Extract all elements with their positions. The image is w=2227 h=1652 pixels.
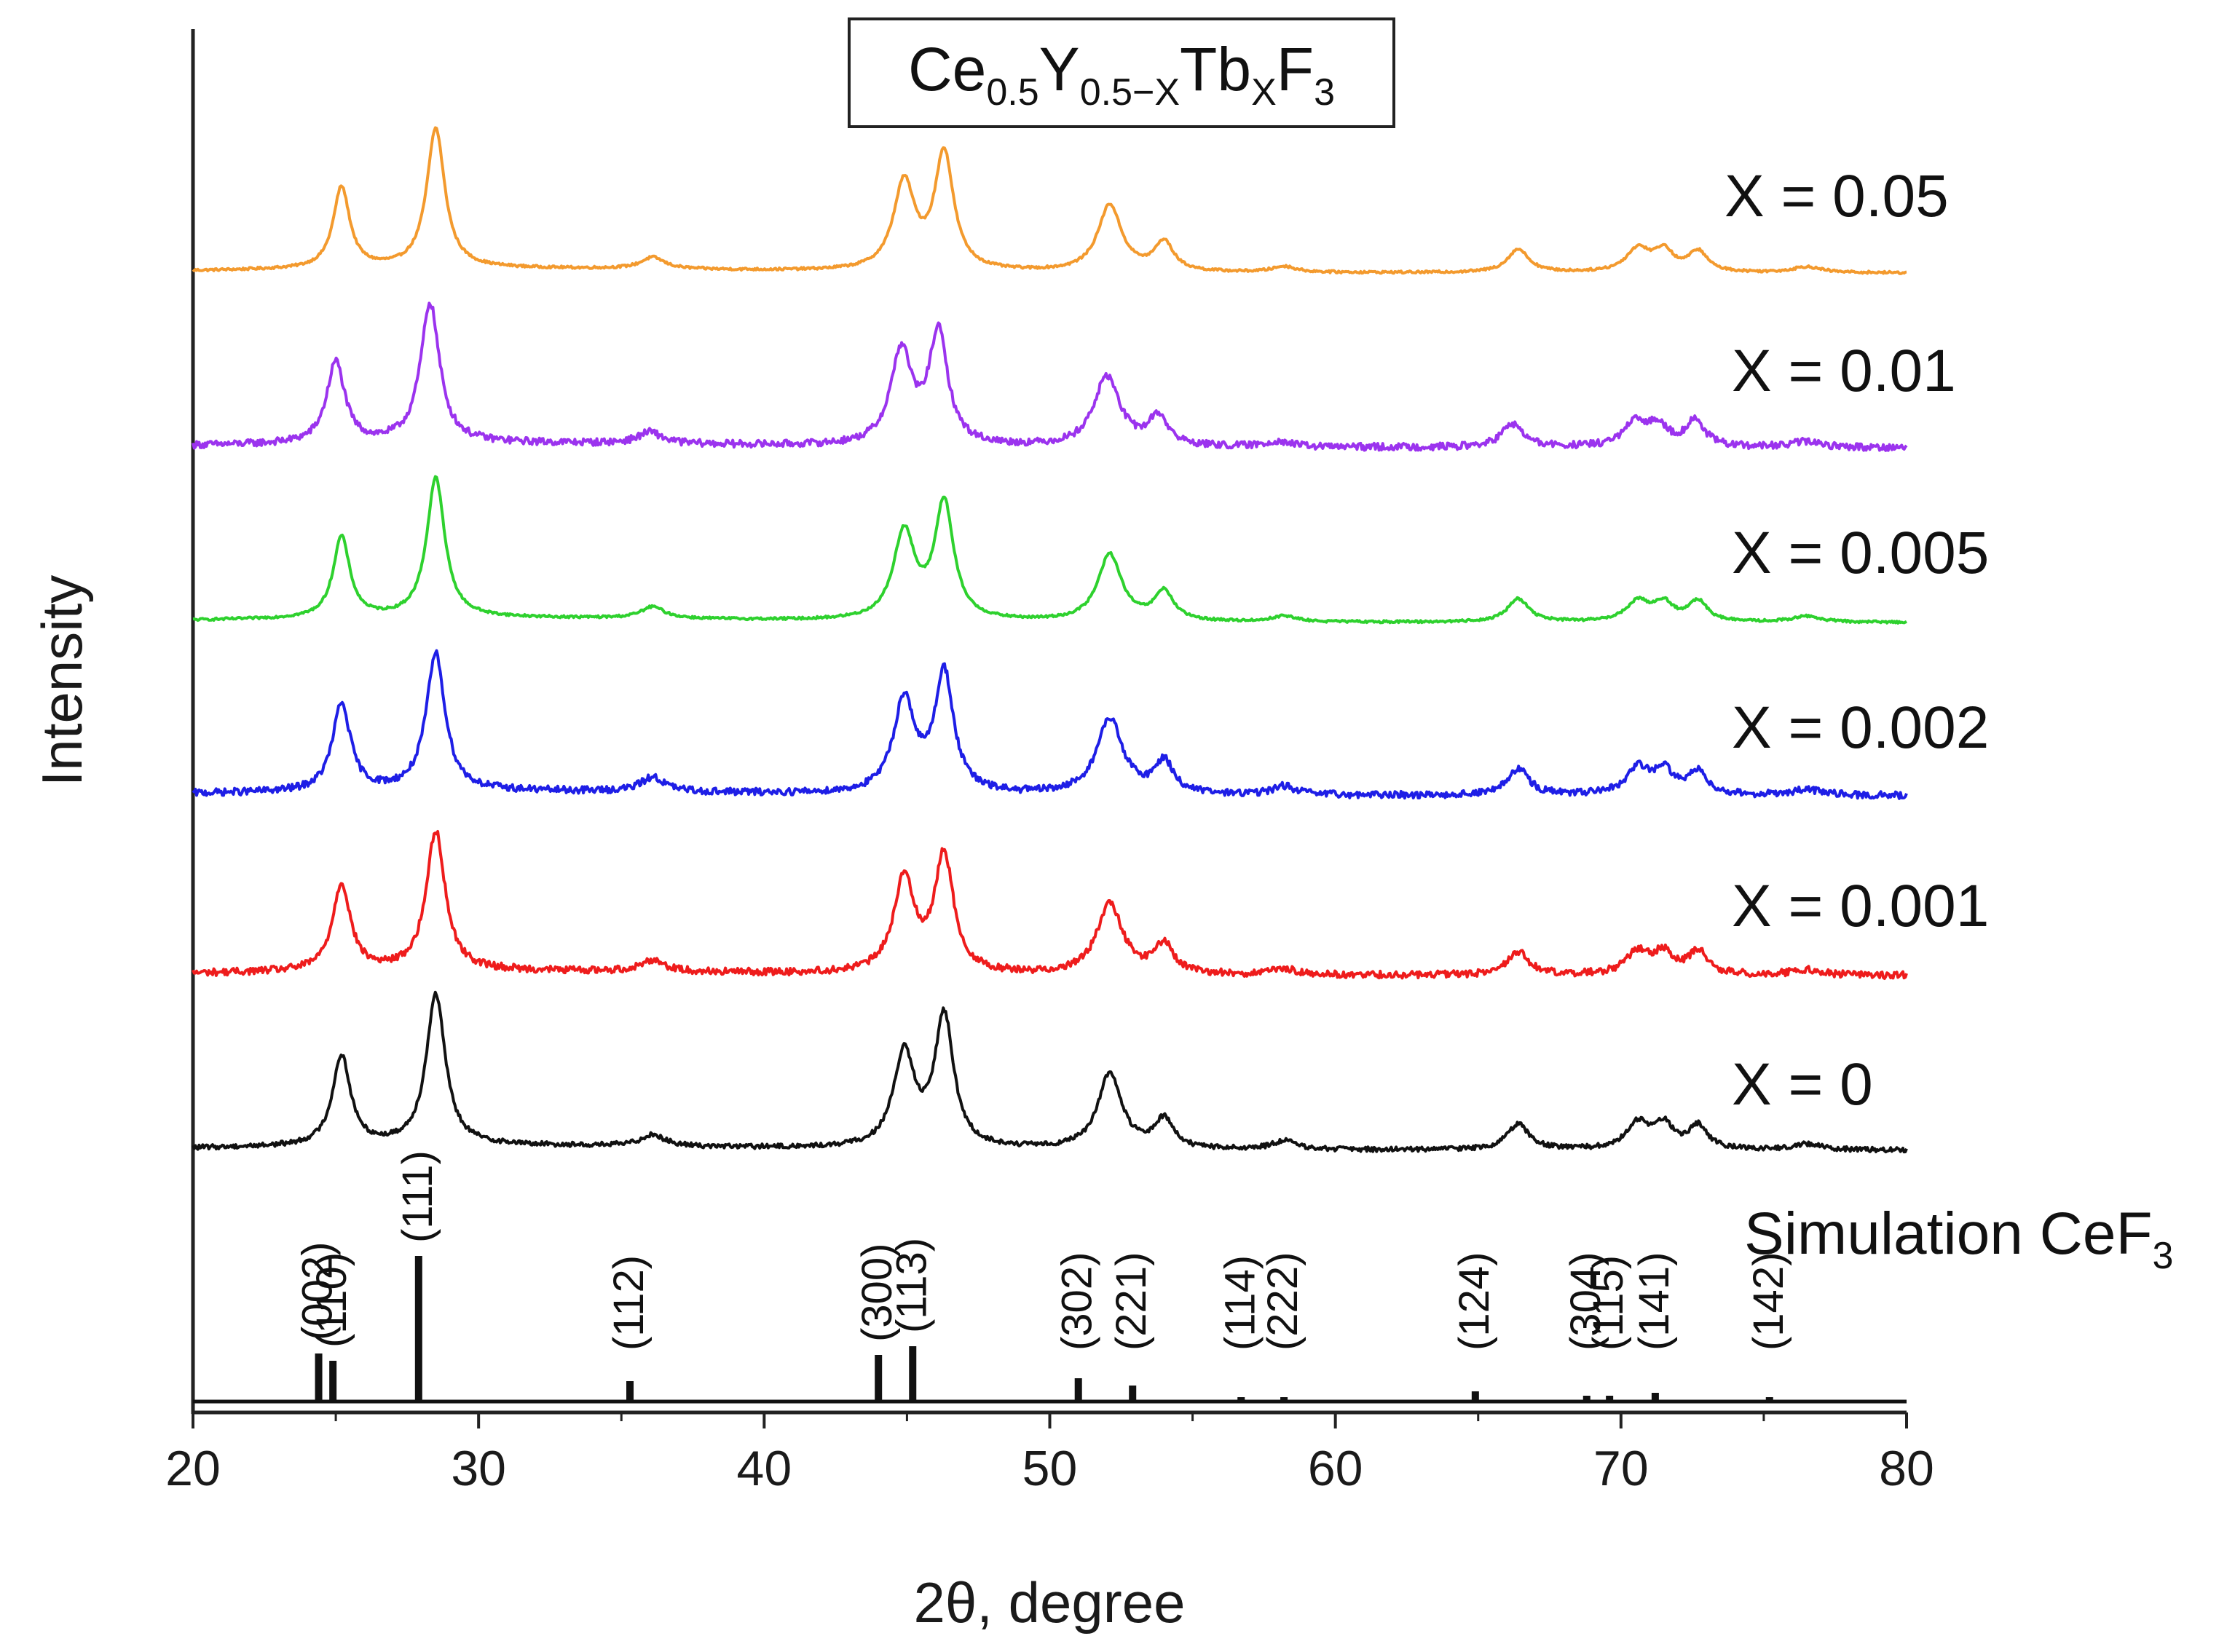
series-line-2 [192,301,1908,452]
reference-peak-112 [626,1381,634,1402]
hkl-label-124: (124) [1451,1252,1498,1351]
chart-title-box [848,17,1395,128]
hkl-label-300: (300) [854,1244,901,1342]
reference-label-sub: 3 [2153,1235,2174,1277]
reference-peak-113 [909,1346,917,1402]
hkl-label-113: (113) [888,1238,935,1333]
hkl-label-302: (302) [1054,1252,1101,1351]
reference-peak-114 [1237,1397,1245,1402]
reference-peak-141 [1651,1393,1659,1402]
series-label-4: X = 0.002 [1732,695,1989,761]
hkl-label-304: (304) [1562,1252,1609,1351]
title-mid2: Tb [1180,35,1251,103]
title-mid: Y [1039,35,1080,103]
hkl-labels: (002)(110) (111) (112) (300)(113) (302) (221)… [294,1150,1792,1351]
x-tick-label-40: 40 [737,1441,792,1496]
reference-pattern [193,1256,1907,1404]
title-prefix: Ce [908,35,986,103]
title-sub1: 0.5 [986,71,1038,114]
series-label-5: X = 0.001 [1732,873,1989,939]
reference-peak-110 [329,1361,337,1402]
series-label-6: X = 0 [1732,1051,1873,1118]
x-tick-label-20: 20 [165,1441,221,1496]
hkl-label-110: (110) [308,1252,355,1348]
hkl-label-111: (111) [394,1150,441,1243]
title-sub3: X [1251,71,1277,114]
chart-title: Ce0.5Y0.5−XTbXF3 [848,17,1395,128]
hkl-label-115: (115) [1585,1255,1632,1351]
x-tick-label-80: 80 [1879,1441,1934,1496]
reference-label-main: Simulation CeF [1744,1201,2153,1267]
reference-peak-111 [414,1256,422,1402]
reference-peak-221 [1129,1386,1137,1402]
series-line-5 [192,829,1908,980]
title-sub4: 3 [1314,71,1335,114]
title-mid3: F [1277,35,1314,103]
x-tick-label-60: 60 [1308,1441,1363,1496]
reference-peak-115 [1606,1396,1614,1402]
series-group [192,126,1908,1154]
reference-peak-142 [1765,1397,1773,1402]
series-label-2: X = 0.01 [1732,338,1956,404]
series-line-3 [192,475,1908,625]
series-label-3: X = 0.005 [1732,520,1989,586]
y-axis-title: Intensity [30,575,94,786]
hkl-label-141: (141) [1631,1252,1678,1351]
x-tick-label-50: 50 [1022,1441,1078,1496]
series-line-4 [192,649,1908,800]
reference-peak-302 [1074,1378,1082,1402]
hkl-label-002: (002) [294,1242,342,1340]
title-sub2: 0.5−X [1080,71,1180,114]
x-tick-label-30: 30 [451,1441,506,1496]
reference-peak-304 [1582,1396,1591,1402]
series-labels: X = 0.05 X = 0.01 X = 0.005 X = 0.002 X = 0.… [1725,163,1989,1118]
hkl-label-114: (114) [1216,1255,1264,1351]
chart-title-text: Ce0.5Y0.5−XTbXF3 [908,35,1335,114]
reference-peak-124 [1471,1391,1479,1402]
x-tick-label-70: 70 [1593,1441,1649,1496]
x-axis-ticks [192,1412,1908,1428]
x-axis-title: 2θ, degree [914,1570,1186,1635]
hkl-label-112: (112) [605,1255,653,1351]
series-label-1: X = 0.05 [1725,163,1949,229]
hkl-label-222: (222) [1259,1252,1306,1351]
reference-label: Simulation CeF3 [1744,1201,2173,1277]
series-line-1 [192,126,1907,275]
reference-peak-002 [315,1353,323,1402]
reference-peak-222 [1280,1397,1288,1402]
x-axis-tick-labels: 20 30 40 50 60 70 80 [165,1441,1934,1496]
reference-peak-300 [875,1355,883,1402]
series-line-6 [192,990,1908,1154]
hkl-label-221: (221) [1108,1252,1155,1351]
hkl-label-142: (142) [1745,1252,1792,1351]
